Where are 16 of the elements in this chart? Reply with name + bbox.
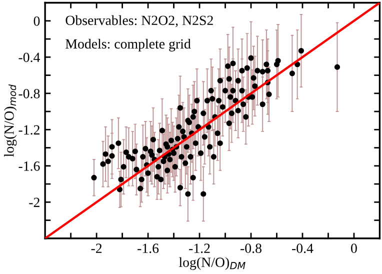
annotation: Observables: N2O2, N2S2 — [66, 15, 213, 28]
x-axis-title: log(N/O)$_{DM}$ — [178, 257, 246, 270]
x-tick-label: 0 — [351, 244, 357, 254]
y-tick-label: -1.6 — [18, 161, 40, 171]
annotation: Models: complete grid — [66, 38, 191, 52]
x-tick-label: -1.2 — [189, 244, 210, 254]
y-tick-label: 0 — [34, 16, 40, 26]
y-tick-label: -2 — [29, 198, 40, 207]
x-tick-label: -0.4 — [292, 244, 314, 254]
y-tick-label: -0.4 — [18, 52, 40, 62]
y-axis-title: log(N/O)$_{mod}$ — [4, 84, 17, 157]
x-tick-label: -0.8 — [240, 244, 262, 254]
y-tick-label: -1.2 — [18, 125, 40, 135]
x-tick-label: -1.6 — [138, 244, 159, 254]
x-tick-label: -2 — [91, 244, 102, 253]
y-tick-label: -0.8 — [18, 88, 40, 98]
